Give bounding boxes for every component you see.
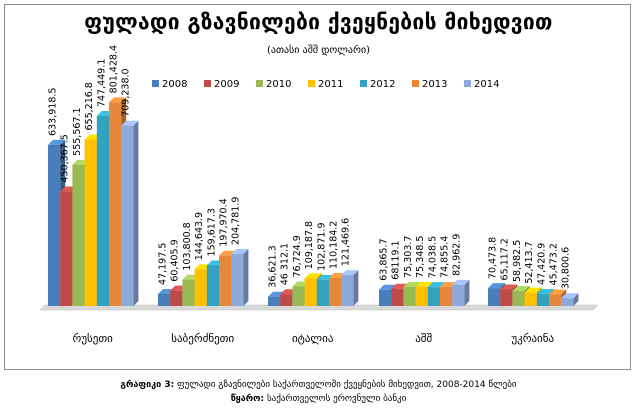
legend-swatch-2009 bbox=[204, 80, 211, 87]
legend-label-2008: 2008 bbox=[162, 79, 187, 90]
legend-label-2010: 2010 bbox=[266, 79, 291, 90]
data-label: 36,621.3 bbox=[268, 245, 279, 287]
data-label: 204,781.9 bbox=[231, 197, 242, 245]
data-label: 801,428.4 bbox=[109, 45, 120, 93]
legend-swatch-2011 bbox=[308, 80, 315, 87]
bar-2014-2 bbox=[341, 270, 359, 306]
data-label: 30,800.6 bbox=[561, 247, 572, 289]
data-label: 103,800.8 bbox=[182, 222, 193, 270]
category-label: საბერძნეთი bbox=[171, 332, 234, 345]
chart-subtitle: (ათასი აშშ დოლარი) bbox=[266, 45, 371, 56]
figure-caption: გრაფიკი 3: ფულადი გზავნილები საქართველოშ… bbox=[0, 380, 637, 390]
category-label: იტალია bbox=[292, 332, 334, 345]
data-label: 76,724.9 bbox=[292, 235, 303, 277]
legend-swatch-2008 bbox=[152, 80, 159, 87]
data-label: 45,473.2 bbox=[549, 243, 560, 285]
data-label: 82,962.9 bbox=[452, 234, 463, 276]
data-label: 74,855.4 bbox=[440, 236, 451, 278]
data-label: 68119.1 bbox=[391, 240, 402, 279]
legend-label-2013: 2013 bbox=[422, 79, 447, 90]
data-label: 70,473.8 bbox=[488, 237, 499, 279]
bar-2014-3 bbox=[452, 279, 470, 306]
data-label: 121,469.6 bbox=[341, 218, 352, 266]
data-label: 655,216.8 bbox=[84, 82, 95, 130]
data-label: 75,303.7 bbox=[403, 236, 414, 278]
bar-chart: 2008 2009 2010 2011 2012 2013 2014 633,918.5450… bbox=[39, 45, 599, 345]
legend-swatch-2010 bbox=[256, 80, 263, 87]
chart-title: ფულადი გზავნილები ქვეყნების მიხედვით bbox=[84, 10, 553, 34]
data-label: 144,643.9 bbox=[194, 212, 205, 260]
legend-label-2009: 2009 bbox=[214, 79, 239, 90]
legend-swatch-2012 bbox=[360, 80, 367, 87]
bar-2014-1 bbox=[231, 248, 249, 306]
caption-label: გრაფიკი 3: bbox=[120, 380, 175, 390]
category-label: უკრაინა bbox=[511, 332, 554, 345]
data-label: 450,367.5 bbox=[60, 134, 71, 182]
data-label: 75,348.5 bbox=[415, 236, 426, 278]
source-label: წყარო: bbox=[230, 394, 265, 404]
data-label: 555,567.1 bbox=[72, 107, 83, 155]
data-label: 63,865.7 bbox=[379, 238, 390, 280]
data-label: 60,405.9 bbox=[170, 239, 181, 281]
data-label: 159,617.3 bbox=[206, 208, 217, 256]
chart-floor bbox=[39, 304, 599, 311]
data-label: 633,918.5 bbox=[48, 88, 59, 136]
data-label: 110,184.2 bbox=[329, 221, 340, 269]
legend-label-2014: 2014 bbox=[474, 79, 499, 90]
source-caption: წყარო: საქართველოს ეროვნული ბანკი bbox=[0, 394, 637, 404]
data-label: 74,038.5 bbox=[427, 236, 438, 278]
data-label: 47,420.9 bbox=[536, 243, 547, 285]
category-label: რუსეთი bbox=[73, 332, 114, 345]
data-label: 197,970.4 bbox=[219, 198, 230, 246]
data-label: 46 312.1 bbox=[280, 243, 291, 285]
bar-2014-4 bbox=[561, 293, 579, 306]
bar-2014-0 bbox=[121, 120, 139, 306]
legend-label-2012: 2012 bbox=[370, 79, 395, 90]
data-label: 709,238.0 bbox=[121, 68, 132, 116]
category-label: აშშ bbox=[415, 332, 432, 345]
data-label: 58,982.5 bbox=[512, 240, 523, 282]
legend-swatch-2013 bbox=[412, 80, 419, 87]
data-label: 65,117.2 bbox=[500, 238, 511, 280]
data-label: 52,413.7 bbox=[524, 241, 535, 283]
source-text: საქართველოს ეროვნული ბანკი bbox=[266, 394, 407, 404]
data-label: 109,187.8 bbox=[304, 221, 315, 269]
data-label: 47,197.5 bbox=[158, 243, 169, 285]
data-label: 747,449.1 bbox=[96, 59, 107, 107]
legend-label-2011: 2011 bbox=[318, 79, 343, 90]
caption-text: ფულადი გზავნილები საქართველოში ქვეყნების… bbox=[177, 380, 517, 390]
legend-swatch-2014 bbox=[464, 80, 471, 87]
data-label: 102,871.9 bbox=[316, 222, 327, 270]
